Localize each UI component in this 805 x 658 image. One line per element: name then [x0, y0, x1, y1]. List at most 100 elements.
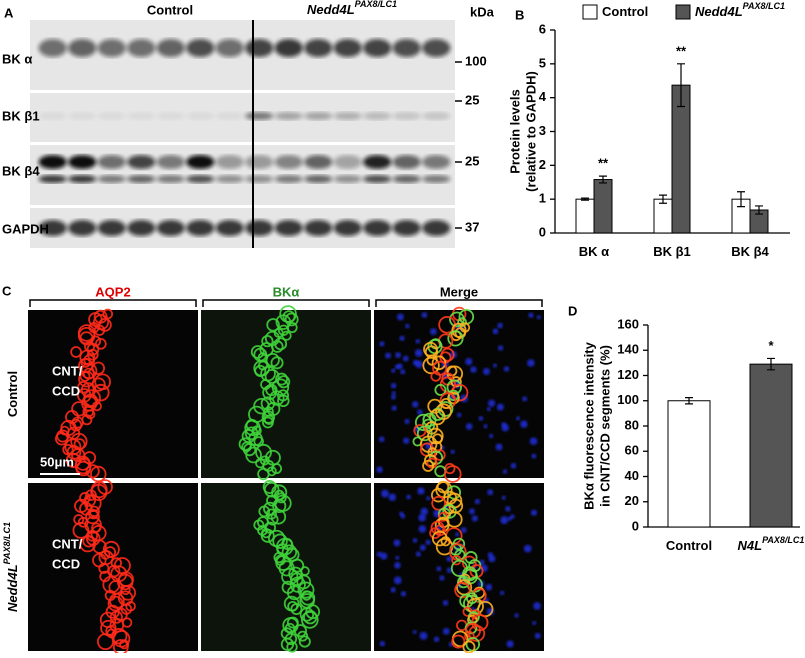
nucleus [465, 423, 473, 430]
cell [277, 394, 290, 408]
error-bar [685, 396, 693, 405]
error-bar-line [599, 175, 607, 184]
cell [77, 380, 90, 394]
nucleus [446, 556, 452, 562]
cell [290, 603, 303, 616]
cell [434, 383, 447, 396]
cell [275, 314, 292, 330]
blot-band [97, 155, 126, 169]
cell [429, 527, 441, 539]
nucleus [415, 360, 423, 369]
nucleus [523, 544, 532, 553]
cell [261, 416, 274, 429]
significance: ** [598, 156, 609, 171]
cell [260, 528, 275, 543]
cell [110, 557, 123, 569]
size-marker: 25 [465, 92, 479, 107]
nucleus [488, 433, 494, 439]
cell [451, 634, 466, 649]
significance: ** [676, 43, 687, 58]
cell [263, 481, 280, 498]
nucleus [483, 367, 490, 375]
blot-band [186, 155, 215, 169]
blot-band [127, 112, 156, 120]
blot-band [392, 39, 421, 57]
nucleus [415, 551, 421, 557]
nucleus [492, 328, 499, 335]
cell [111, 628, 128, 645]
cell [85, 509, 100, 525]
nucleus [514, 613, 519, 618]
cell [282, 310, 296, 324]
x-tick-label-main: N4L [738, 538, 763, 553]
cell [298, 635, 311, 648]
bar [575, 198, 595, 234]
nucleus [381, 489, 389, 498]
y-axis-label: BKα fluorescence intensity [581, 341, 596, 509]
nucleus [465, 358, 473, 366]
blot-band [422, 112, 451, 120]
cell [422, 459, 435, 472]
nucleus [399, 335, 405, 341]
cell [78, 370, 95, 388]
y-tick-label: 3 [539, 123, 546, 138]
nucleus [379, 341, 385, 347]
cell [431, 355, 447, 371]
blot-band [245, 112, 274, 120]
blot-band [68, 220, 97, 236]
nucleus [393, 576, 402, 585]
error-bar [755, 205, 763, 215]
nucleus [400, 591, 407, 597]
nucleus [399, 511, 404, 517]
nucleus [376, 551, 383, 557]
y-tick-label: 20 [625, 493, 639, 508]
cell [290, 558, 305, 573]
error-bar [767, 357, 775, 371]
blot-strip [30, 145, 455, 205]
nucleus [468, 508, 475, 515]
cell [284, 312, 299, 327]
y-tick-label: 60 [625, 443, 639, 458]
nucleus [379, 641, 385, 647]
blot-band [38, 175, 67, 183]
blot-band [274, 112, 303, 120]
size-marker: 37 [465, 219, 479, 234]
cell [430, 371, 442, 382]
nucleus [390, 587, 396, 593]
blot-band [304, 155, 333, 169]
x-tick-label: N4LPAX8/LC1 [738, 535, 805, 553]
blot-band [304, 220, 333, 236]
error-bar [599, 175, 607, 184]
nucleus [502, 469, 508, 474]
cell [270, 509, 287, 525]
cell [70, 346, 82, 358]
western-blot [30, 20, 455, 248]
y-tick-label: 0 [632, 518, 639, 533]
cell [422, 356, 440, 375]
group-label-main: Nedd4L [307, 2, 355, 17]
blot-band [422, 39, 451, 57]
cell [109, 610, 123, 624]
error-bar [581, 197, 589, 201]
cell [297, 581, 315, 599]
nucleus [393, 539, 401, 547]
bar [667, 400, 711, 528]
region-label: CCD [52, 383, 80, 398]
cell [258, 505, 271, 518]
blot-band [68, 175, 97, 183]
micrograph [28, 310, 198, 478]
cell [293, 624, 307, 638]
panel-label: A [4, 5, 14, 20]
row-label: Nedd4LPAX8/LC1 [2, 522, 20, 612]
legend-label: Nedd4LPAX8/LC1 [695, 1, 785, 19]
blot-band [186, 112, 215, 120]
cell [413, 424, 427, 438]
panel-label: C [2, 283, 12, 298]
nucleus [470, 366, 477, 373]
cell [263, 414, 275, 426]
nucleus [536, 315, 541, 320]
cell [270, 356, 284, 370]
nucleus [419, 544, 426, 551]
nucleus [495, 443, 503, 451]
nucleus [501, 423, 509, 432]
